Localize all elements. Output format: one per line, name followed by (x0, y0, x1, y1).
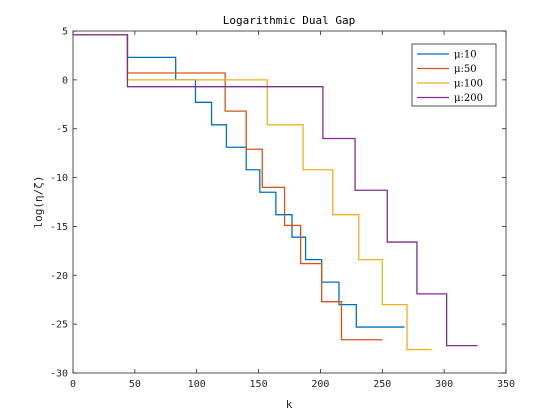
y-tick-label: -5 (56, 124, 68, 135)
y-axis-label: log(η/ζ) (32, 176, 45, 229)
y-tick-label: -25 (50, 320, 68, 331)
x-tick-label: 100 (188, 379, 206, 390)
x-tick-label: 300 (435, 379, 453, 390)
legend-label-0: μ:10 (454, 50, 477, 61)
x-tick-label: 0 (70, 379, 76, 390)
x-tick-label: 250 (373, 379, 391, 390)
x-tick-label: 150 (250, 379, 268, 390)
axis-ticks (72, 30, 507, 374)
x-axis-label: k (286, 398, 293, 411)
legend-label-3: μ:200 (454, 93, 483, 104)
y-tick-label: -20 (50, 271, 68, 282)
series-lines (73, 34, 478, 351)
legend-label-2: μ:100 (454, 79, 483, 90)
series-line-1 (73, 34, 383, 341)
series-line-2 (73, 34, 432, 351)
y-tick-label: -10 (50, 173, 68, 184)
x-tick-label: 50 (129, 379, 141, 390)
y-tick-label: -15 (50, 222, 68, 233)
x-tick-label: 350 (497, 379, 515, 390)
y-tick-label: 5 (62, 27, 68, 38)
y-tick-label: -30 (50, 369, 68, 380)
legend-label-1: μ:50 (454, 64, 477, 75)
chart-title: Logarithmic Dual Gap (223, 14, 355, 27)
series-line-3 (73, 34, 478, 347)
y-tick-label: 0 (62, 75, 68, 86)
legend: μ:10 μ:50 μ:100 μ:200 (411, 43, 497, 107)
axis-tick-labels: 0 50 100 150 200 250 300 350 -30 -25 -20 -15 -10 -5 0 5 (50, 27, 515, 391)
x-tick-label: 200 (311, 379, 329, 390)
